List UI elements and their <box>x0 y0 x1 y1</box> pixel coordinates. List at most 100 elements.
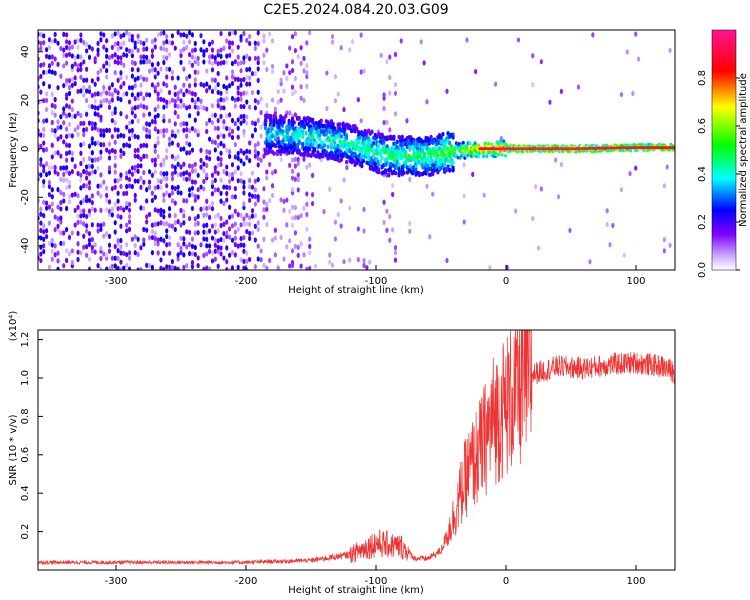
noise-cell <box>107 199 112 205</box>
noise-cell <box>90 163 94 170</box>
signal-cell <box>443 162 447 167</box>
noise-cell <box>362 262 366 269</box>
noise-cell <box>608 242 612 248</box>
noise-cell <box>242 161 246 167</box>
noise-cell <box>248 215 252 221</box>
noise-cell <box>239 114 243 120</box>
noise-cell <box>230 40 235 46</box>
noise-cell <box>637 56 641 62</box>
noise-cell <box>93 207 97 213</box>
y-tick-label: 0.6 <box>20 447 31 463</box>
signal-cell <box>268 115 273 121</box>
noise-cell <box>136 147 140 153</box>
noise-cell <box>59 215 63 221</box>
noise-cell <box>179 59 183 65</box>
noise-cell <box>56 223 60 229</box>
signal-cell <box>412 148 416 153</box>
noise-cell <box>202 236 206 242</box>
noise-cell <box>213 256 217 262</box>
signal-cell <box>448 140 452 146</box>
noise-cell <box>176 154 180 160</box>
noise-cell <box>208 266 212 270</box>
noise-cell <box>110 206 114 212</box>
noise-cell <box>302 205 306 212</box>
noise-cell <box>133 147 137 154</box>
noise-cell <box>182 170 186 177</box>
noise-cell <box>96 105 100 111</box>
noise-cell <box>262 214 266 220</box>
noise-cell <box>228 149 232 155</box>
noise-cell <box>79 219 83 225</box>
noise-cell <box>85 164 89 170</box>
noise-cell <box>76 249 80 255</box>
noise-cell <box>113 154 117 160</box>
noise-cell <box>628 170 632 177</box>
noise-cell <box>39 211 43 217</box>
noise-cell <box>176 252 180 258</box>
noise-cell <box>210 39 215 45</box>
signal-cell <box>481 154 486 159</box>
noise-cell <box>67 45 72 51</box>
noise-cell <box>305 40 309 46</box>
noise-cell <box>62 171 66 178</box>
noise-cell <box>296 160 300 167</box>
noise-cell <box>110 111 114 117</box>
signal-cell <box>377 142 381 147</box>
signal-cell <box>263 122 268 127</box>
noise-cell <box>248 149 252 155</box>
noise-cell <box>187 83 192 89</box>
noise-cell <box>90 92 94 99</box>
noise-cell <box>208 204 212 211</box>
noise-cell <box>99 114 103 120</box>
signal-cell <box>400 134 404 140</box>
noise-cell <box>56 216 60 222</box>
noise-cell <box>153 230 157 237</box>
noise-cell <box>50 60 54 66</box>
noise-cell <box>336 91 340 97</box>
noise-cell <box>162 46 166 52</box>
noise-cell <box>156 70 160 76</box>
noise-cell <box>73 61 77 67</box>
noise-cell <box>113 120 117 126</box>
noise-cell <box>170 264 175 270</box>
noise-cell <box>256 77 260 84</box>
noise-cell <box>391 191 395 198</box>
noise-cell <box>42 243 46 249</box>
spectrogram-x-ticks: -300 -200 -100 0 100 <box>105 265 646 287</box>
noise-cell <box>99 99 103 105</box>
noise-cell <box>56 85 60 91</box>
noise-cell <box>125 142 129 148</box>
noise-cell <box>310 200 315 207</box>
noise-cell <box>176 161 180 167</box>
noise-cell <box>110 133 114 140</box>
noise-cell <box>310 172 315 178</box>
noise-cell <box>213 168 217 175</box>
noise-cell <box>248 40 252 47</box>
noise-cell <box>116 198 120 204</box>
colorbar-gradient <box>711 29 737 271</box>
noise-cell <box>119 205 123 211</box>
noise-cell <box>239 103 243 110</box>
noise-cell <box>248 81 252 87</box>
noise-cell <box>42 213 46 219</box>
noise-cell <box>193 104 197 110</box>
noise-cell <box>268 257 272 264</box>
noise-cell <box>133 105 137 111</box>
signal-cell <box>439 135 443 140</box>
noise-cell <box>119 75 123 81</box>
noise-cell <box>133 197 137 203</box>
noise-cell <box>107 155 112 161</box>
signal-cell <box>414 167 418 173</box>
noise-cell <box>116 238 120 244</box>
noise-cell <box>119 250 123 256</box>
noise-cell <box>170 75 175 81</box>
noise-cell <box>299 45 303 51</box>
noise-cell <box>228 83 232 89</box>
noise-cell <box>145 91 149 98</box>
noise-cell <box>190 185 195 191</box>
noise-cell <box>90 206 94 212</box>
noise-cell <box>145 54 149 60</box>
noise-cell <box>270 97 275 103</box>
noise-cell <box>196 172 200 178</box>
noise-cell <box>176 128 180 134</box>
